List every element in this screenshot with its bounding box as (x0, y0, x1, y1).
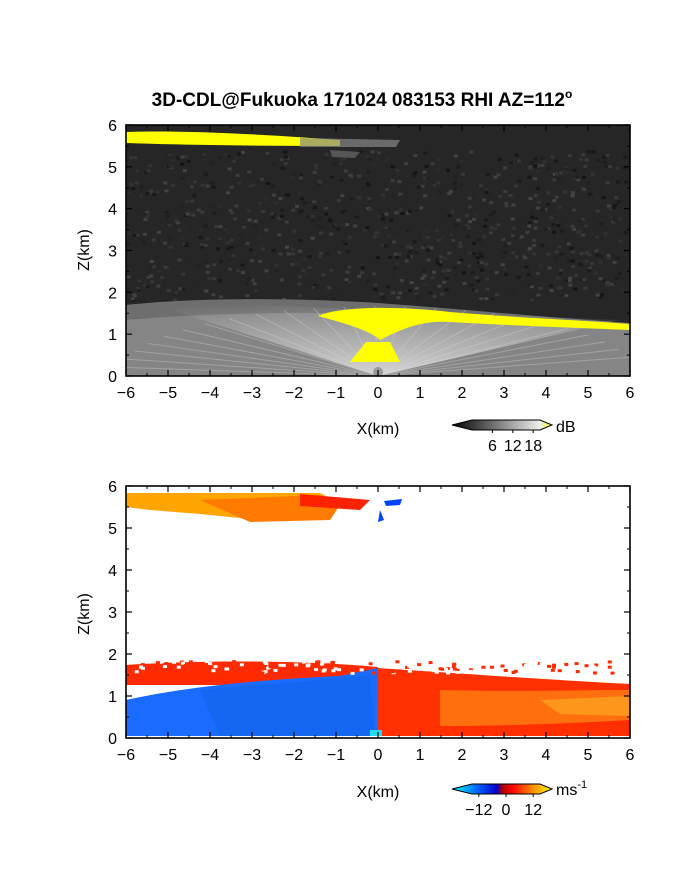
colorbar-tick-label: 12 (504, 438, 522, 455)
backscatter-heatmap (120, 125, 630, 377)
x-tick-label: −2 (285, 747, 303, 764)
x-tick-label: 3 (500, 747, 509, 764)
x-tick-label: −1 (327, 385, 345, 402)
velocity-colorbar: −12 0 12 ms-1 (451, 779, 587, 819)
x-tick-label: 3 (500, 385, 509, 402)
y-axis-ticks: 0 1 2 3 4 5 6 (108, 479, 630, 748)
backscatter-colorbar: 6 12 18 dB (451, 419, 576, 455)
colorbar-unit: ms-1 (556, 779, 587, 799)
y-tick-label: 2 (108, 647, 117, 664)
y-tick-label: 2 (108, 285, 117, 302)
x-tick-label: 4 (542, 385, 551, 402)
y-tick-label: 3 (108, 605, 117, 622)
colorbar-tick-label: 12 (524, 802, 542, 819)
x-axis-label: X(km) (357, 421, 400, 438)
x-tick-label: 6 (626, 747, 635, 764)
x-tick-label: −3 (243, 385, 261, 402)
x-tick-label: 2 (458, 747, 467, 764)
x-tick-label: −2 (285, 385, 303, 402)
colorbar-tick-label: 6 (488, 438, 497, 455)
y-tick-label: 6 (108, 479, 117, 496)
x-tick-label: 5 (584, 385, 593, 402)
x-tick-label: −4 (201, 385, 219, 402)
x-tick-label: −6 (117, 747, 135, 764)
chart-title: 3D-CDL@Fukuoka 171024 083153 RHI AZ=112o (152, 87, 573, 111)
y-tick-label: 4 (108, 563, 117, 580)
y-axis-ticks: 0 1 2 3 4 5 6 (108, 118, 630, 386)
y-tick-label: 1 (108, 689, 117, 706)
x-tick-label: 5 (584, 747, 593, 764)
x-tick-label: 2 (458, 385, 467, 402)
x-tick-label: 0 (374, 747, 383, 764)
y-tick-label: 4 (108, 202, 117, 219)
y-tick-label: 6 (108, 118, 117, 135)
x-axis-ticks: −6 −5 −4 −3 −2 −1 0 1 2 3 4 5 6 (117, 486, 635, 764)
y-tick-label: 5 (108, 160, 117, 177)
x-tick-label: 0 (374, 385, 383, 402)
colorbar-tick-label: 0 (502, 802, 511, 819)
colorbar-tick-label: −12 (465, 802, 492, 819)
x-tick-label: −1 (327, 747, 345, 764)
y-axis-label: Z(km) (76, 593, 93, 635)
x-tick-label: −5 (159, 385, 177, 402)
x-tick-label: −6 (117, 385, 135, 402)
x-tick-label: 1 (416, 747, 425, 764)
colorbar-tick-label: 18 (524, 438, 542, 455)
y-tick-label: 5 (108, 521, 117, 538)
y-tick-label: 1 (108, 327, 117, 344)
x-axis-label: X(km) (357, 784, 400, 801)
x-axis-ticks: −6 −5 −4 −3 −2 −1 0 1 2 3 4 5 6 (117, 125, 635, 402)
y-tick-label: 0 (108, 369, 117, 386)
x-tick-label: −3 (243, 747, 261, 764)
x-tick-label: 1 (416, 385, 425, 402)
colorbar-unit: dB (556, 419, 576, 436)
y-tick-label: 3 (108, 244, 117, 261)
y-axis-label: Z(km) (76, 229, 93, 271)
x-tick-label: −5 (159, 747, 177, 764)
x-tick-label: 6 (626, 385, 635, 402)
x-tick-label: 4 (542, 747, 551, 764)
x-tick-label: −4 (201, 747, 219, 764)
y-tick-label: 0 (108, 731, 117, 748)
velocity-heatmap (126, 486, 630, 738)
